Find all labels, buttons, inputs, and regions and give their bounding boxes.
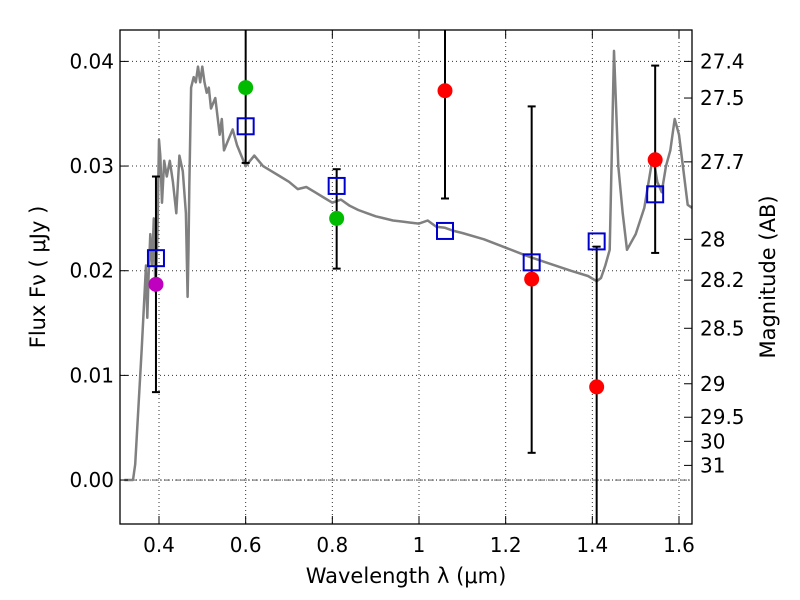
y2-tick-label: 31 — [700, 453, 725, 477]
y2-tick-label: 27.4 — [700, 49, 745, 73]
y2-axis-label: Magnitude (AB) — [756, 195, 780, 358]
y2-tick-label: 29.5 — [700, 405, 745, 429]
y2-tick-label: 28 — [700, 227, 725, 251]
y2-tick-label: 28.5 — [700, 316, 745, 340]
axis-ticks: 0.4 0.6 0.8 1 1.2 1.4 1.6 0.00 0.01 0.02 0.03 0.04 2… — [69, 30, 745, 557]
y-tick-label: 0.01 — [69, 363, 114, 387]
y-tick-label: 0.03 — [69, 154, 114, 178]
x-tick-label: 1 — [413, 533, 426, 557]
x-tick-label: 1.4 — [576, 533, 608, 557]
green-data-point — [329, 210, 345, 226]
model-square-point — [146, 249, 165, 268]
y-tick-label: 0.04 — [69, 49, 114, 73]
y2-tick-label: 29 — [700, 372, 725, 396]
x-axis-label: Wavelength λ (μm) — [306, 564, 507, 588]
x-tick-label: 1.2 — [490, 533, 522, 557]
plot-area — [124, 30, 693, 524]
plot-frame — [119, 29, 693, 525]
model-square-point — [436, 221, 454, 240]
green-data-point — [238, 80, 254, 96]
model-square-point — [522, 253, 541, 272]
red-data-point — [647, 152, 663, 168]
y2-tick-label: 28.2 — [700, 268, 745, 292]
model-square-point — [646, 185, 665, 204]
y2-tick-label: 27.5 — [700, 86, 745, 110]
y-tick-label: 0.00 — [69, 468, 114, 492]
x-tick-label: 0.4 — [143, 533, 175, 557]
y-tick-label: 0.02 — [69, 259, 114, 283]
model-square-point — [236, 117, 255, 136]
y2-tick-label: 27.7 — [700, 150, 745, 174]
model-square-point — [327, 176, 346, 195]
y-axis-label: Flux Fν ( μJy ) — [26, 206, 50, 349]
model-square-point — [587, 232, 606, 251]
red-data-point — [589, 379, 605, 395]
x-tick-label: 0.6 — [230, 533, 262, 557]
magenta-data-point — [148, 276, 164, 292]
red-data-point — [437, 83, 453, 99]
model-spectrum-line — [124, 49, 693, 482]
y2-tick-label: 30 — [700, 429, 725, 453]
x-tick-label: 0.8 — [316, 533, 348, 557]
red-data-point — [524, 271, 540, 287]
x-tick-label: 1.6 — [663, 533, 695, 557]
